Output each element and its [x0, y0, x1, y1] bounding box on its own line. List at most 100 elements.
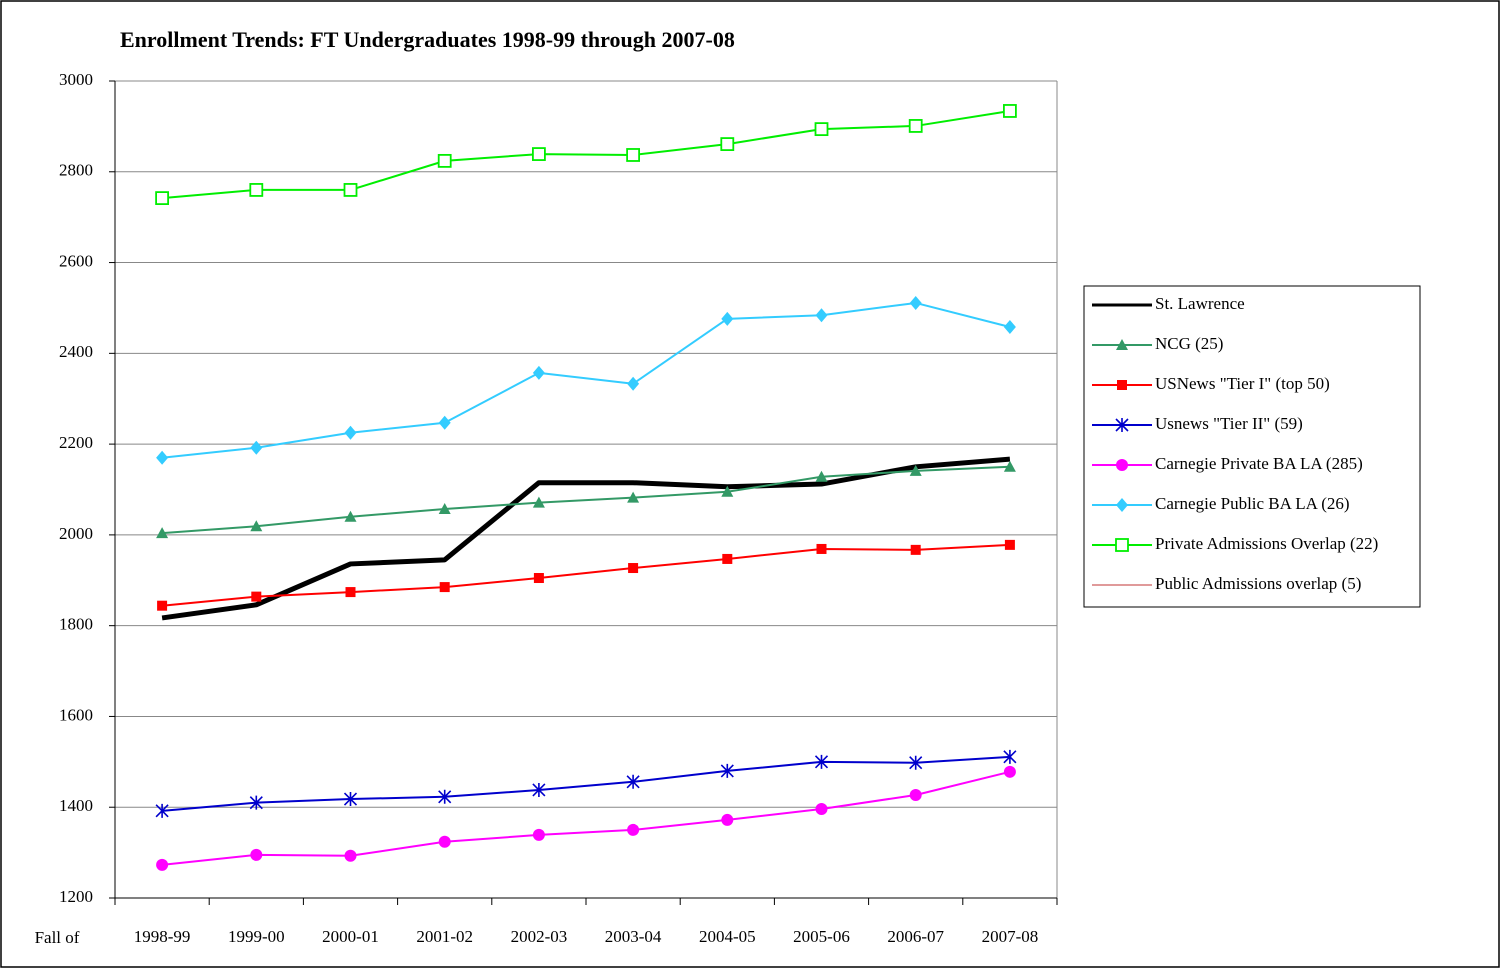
- marker: [908, 119, 923, 133]
- x-tick-label: 2004-05: [699, 927, 756, 946]
- x-tick-label: 2005-06: [793, 927, 850, 946]
- marker: [155, 191, 170, 206]
- x-tick-label: 2003-04: [605, 927, 662, 946]
- marker: [438, 415, 451, 430]
- marker: [345, 587, 356, 598]
- marker: [344, 849, 357, 862]
- marker: [439, 582, 450, 593]
- marker: [157, 600, 168, 611]
- marker: [1116, 459, 1128, 471]
- x-axis-label: Fall of: [35, 928, 80, 947]
- y-tick-label: 2400: [59, 342, 93, 361]
- marker: [438, 789, 452, 804]
- legend-label: Carnegie Private BA LA (285): [1155, 454, 1363, 473]
- marker: [156, 858, 169, 871]
- marker: [815, 803, 828, 816]
- legend-label: Usnews "Tier II" (59): [1155, 414, 1303, 433]
- marker: [814, 754, 829, 769]
- marker: [722, 553, 733, 564]
- marker: [1115, 538, 1129, 552]
- legend-label: NCG (25): [1155, 334, 1223, 353]
- series-line: [161, 301, 1011, 459]
- marker: [532, 365, 545, 380]
- marker: [1115, 418, 1129, 432]
- marker: [438, 503, 451, 515]
- legend-label: Carnegie Public BA LA (26): [1155, 494, 1350, 513]
- y-tick-label: 3000: [59, 70, 93, 89]
- marker: [251, 591, 262, 602]
- marker: [814, 122, 829, 137]
- series-line: [162, 755, 1010, 812]
- marker: [155, 803, 169, 818]
- y-tick-label: 1600: [59, 705, 93, 724]
- y-tick-label: 2000: [59, 524, 93, 543]
- marker: [1116, 339, 1128, 350]
- x-tick-label: 2000-01: [322, 927, 379, 946]
- marker: [438, 835, 451, 848]
- marker: [532, 496, 545, 508]
- marker: [250, 440, 263, 455]
- marker: [627, 376, 640, 391]
- marker: [627, 823, 640, 836]
- marker: [532, 782, 546, 797]
- legend-label: St. Lawrence: [1155, 294, 1245, 313]
- marker: [344, 510, 357, 522]
- y-tick-label: 1400: [59, 796, 93, 815]
- x-tick-label: 2001-02: [416, 927, 473, 946]
- marker: [626, 148, 640, 162]
- legend-label: Public Admissions overlap (5): [1155, 574, 1361, 593]
- marker: [533, 573, 544, 584]
- marker: [1003, 320, 1016, 335]
- marker: [910, 544, 921, 555]
- marker: [344, 425, 357, 440]
- marker: [721, 485, 734, 497]
- y-tick-label: 1200: [59, 887, 93, 906]
- marker: [249, 795, 263, 810]
- marker: [626, 774, 640, 789]
- marker: [1004, 539, 1015, 550]
- series-line: [162, 465, 1010, 535]
- x-tick-label: 2006-07: [887, 927, 944, 946]
- marker: [909, 788, 922, 801]
- marker: [1117, 380, 1127, 390]
- series-line: [162, 109, 1011, 200]
- x-tick-label: 2007-08: [982, 927, 1039, 946]
- marker: [1003, 104, 1017, 118]
- marker: [721, 311, 734, 326]
- marker: [250, 520, 263, 532]
- marker: [249, 183, 264, 197]
- marker: [721, 813, 734, 826]
- marker: [437, 153, 452, 168]
- marker: [815, 308, 828, 323]
- legend-label: USNews "Tier I" (top 50): [1155, 374, 1330, 393]
- marker: [1116, 498, 1128, 512]
- marker: [532, 828, 545, 841]
- x-tick-label: 2002-03: [511, 927, 568, 946]
- marker: [815, 470, 828, 482]
- series-line: [161, 456, 1011, 621]
- marker: [628, 563, 639, 574]
- marker: [1003, 460, 1016, 472]
- legend: [1083, 285, 1421, 608]
- marker: [1003, 749, 1017, 764]
- marker: [343, 792, 358, 807]
- series-line: [161, 770, 1011, 866]
- marker: [532, 147, 546, 161]
- marker: [627, 491, 640, 503]
- marker: [720, 137, 735, 151]
- marker: [909, 295, 922, 310]
- x-tick-label: 1998-99: [134, 927, 191, 946]
- y-tick-label: 2800: [59, 161, 93, 180]
- marker: [816, 543, 827, 554]
- marker: [909, 755, 923, 770]
- chart-title: Enrollment Trends: FT Undergraduates 199…: [120, 27, 735, 52]
- marker: [156, 527, 169, 539]
- series-line: [162, 543, 1010, 607]
- y-tick-label: 1800: [59, 615, 93, 634]
- marker: [156, 450, 169, 465]
- y-tick-label: 2600: [59, 251, 93, 270]
- y-tick-label: 2200: [59, 433, 93, 452]
- marker: [250, 848, 263, 861]
- legend-label: Private Admissions Overlap (22): [1155, 534, 1378, 553]
